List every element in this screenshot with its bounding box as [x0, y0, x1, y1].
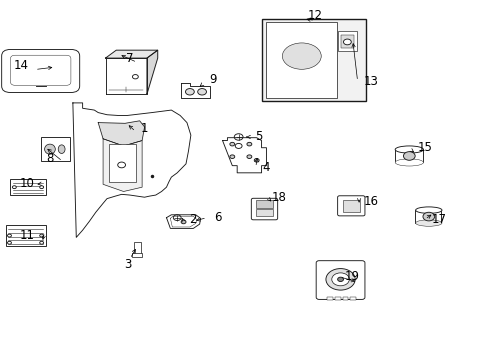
Polygon shape	[73, 103, 190, 237]
Polygon shape	[98, 121, 144, 146]
Bar	[5, 225, 45, 246]
Circle shape	[40, 186, 43, 189]
Bar	[349, 297, 355, 300]
Circle shape	[173, 215, 181, 221]
Polygon shape	[103, 139, 142, 192]
Circle shape	[343, 39, 350, 45]
Text: 11: 11	[20, 229, 35, 242]
Circle shape	[197, 89, 206, 95]
Text: 12: 12	[307, 9, 322, 22]
Text: 7: 7	[126, 51, 133, 64]
Circle shape	[7, 241, 11, 244]
Text: 4: 4	[262, 161, 270, 174]
Circle shape	[325, 269, 354, 290]
Text: 19: 19	[344, 270, 359, 283]
Ellipse shape	[44, 144, 55, 154]
Circle shape	[181, 220, 185, 224]
Bar	[414, 210, 441, 223]
Polygon shape	[105, 58, 147, 94]
Text: 3: 3	[123, 258, 131, 271]
Text: 5: 5	[255, 130, 262, 144]
Text: 13: 13	[363, 75, 378, 88]
Bar	[10, 179, 45, 195]
Text: 16: 16	[363, 195, 378, 208]
Text: 18: 18	[271, 192, 285, 204]
Text: 15: 15	[417, 141, 431, 154]
Circle shape	[132, 75, 138, 79]
Circle shape	[403, 152, 414, 160]
Bar	[134, 242, 141, 253]
FancyBboxPatch shape	[251, 198, 277, 220]
Circle shape	[337, 277, 343, 282]
Ellipse shape	[394, 146, 423, 153]
Circle shape	[40, 241, 43, 244]
Polygon shape	[147, 50, 158, 94]
Polygon shape	[181, 83, 210, 98]
Ellipse shape	[282, 43, 321, 69]
Circle shape	[229, 142, 234, 146]
Ellipse shape	[415, 220, 441, 226]
Circle shape	[40, 234, 43, 237]
FancyBboxPatch shape	[337, 196, 364, 216]
Text: 6: 6	[213, 211, 221, 224]
Circle shape	[7, 234, 11, 237]
Circle shape	[331, 273, 348, 286]
Text: 1: 1	[141, 122, 148, 135]
Circle shape	[254, 158, 259, 162]
Bar	[256, 201, 272, 208]
Bar	[394, 149, 422, 162]
Circle shape	[246, 155, 251, 158]
Text: 2: 2	[189, 213, 197, 226]
Bar	[256, 209, 272, 216]
Polygon shape	[222, 138, 266, 173]
Polygon shape	[105, 50, 158, 58]
Circle shape	[234, 134, 243, 140]
FancyBboxPatch shape	[316, 261, 364, 300]
Bar	[340, 36, 353, 48]
Text: 10: 10	[20, 177, 35, 190]
Text: 8: 8	[47, 152, 54, 165]
Ellipse shape	[394, 159, 423, 166]
Bar	[342, 297, 347, 300]
Text: 14: 14	[14, 59, 29, 72]
Bar	[266, 22, 336, 98]
Ellipse shape	[415, 207, 441, 213]
Circle shape	[229, 155, 234, 158]
Circle shape	[422, 212, 434, 221]
Circle shape	[246, 142, 251, 146]
Bar	[41, 137, 70, 161]
Bar	[337, 31, 356, 51]
FancyBboxPatch shape	[1, 49, 80, 93]
Circle shape	[185, 89, 194, 95]
Polygon shape	[166, 215, 200, 228]
Text: 9: 9	[209, 73, 216, 86]
Text: 17: 17	[431, 213, 446, 226]
Circle shape	[118, 162, 125, 168]
Bar	[334, 297, 340, 300]
Bar	[109, 144, 136, 182]
Bar	[261, 19, 366, 101]
Circle shape	[12, 186, 16, 189]
Ellipse shape	[58, 145, 65, 153]
Circle shape	[235, 143, 242, 148]
Bar	[342, 200, 359, 212]
Bar	[132, 253, 142, 257]
Bar	[327, 297, 332, 300]
